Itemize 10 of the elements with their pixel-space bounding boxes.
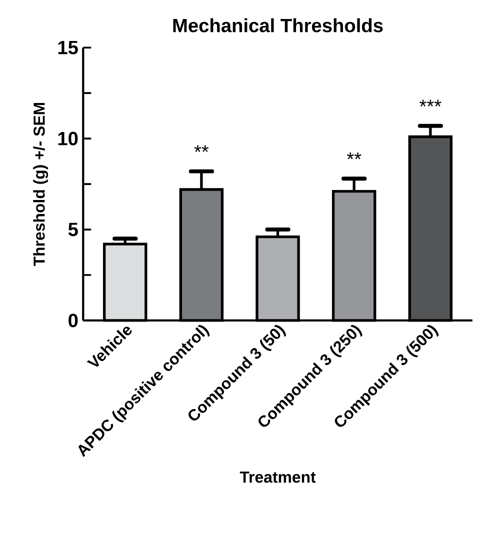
x-axis-title: Treatment bbox=[240, 472, 316, 483]
chart-title: Mechanical Thresholds bbox=[173, 18, 383, 32]
y-tick-label: 0 bbox=[68, 314, 78, 328]
y-tick-label: 10 bbox=[58, 132, 78, 146]
annotation: *** bbox=[420, 100, 442, 106]
annotation: ** bbox=[347, 152, 362, 160]
y-tick-label: 5 bbox=[68, 222, 78, 236]
y-axis-title: Threshold (g) +/- SEM bbox=[33, 102, 48, 266]
annotation: ** bbox=[194, 145, 209, 152]
y-tick-label: 15 bbox=[58, 40, 78, 54]
